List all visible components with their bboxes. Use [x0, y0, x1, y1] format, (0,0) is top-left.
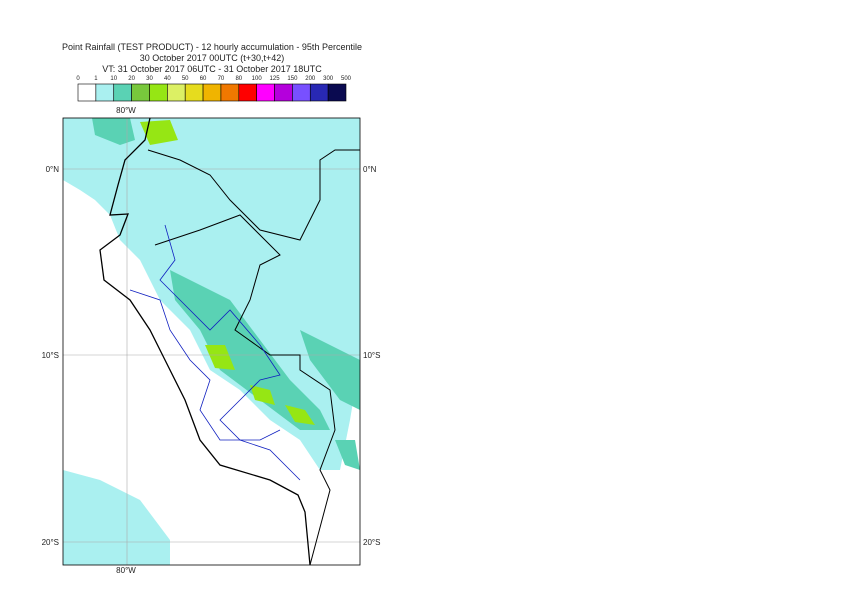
legend-swatch — [131, 83, 150, 102]
legend-level: 100 — [252, 76, 263, 82]
rain-area-heavy — [335, 440, 360, 470]
legend-swatch — [238, 83, 257, 102]
coastline — [99, 117, 311, 566]
legend-swatch — [309, 83, 329, 102]
legend-swatch — [220, 83, 240, 102]
rain-area-intense — [285, 405, 315, 425]
lat-label: 10°S — [42, 351, 59, 360]
region-border — [129, 289, 281, 441]
legend-swatch — [292, 83, 311, 102]
legend-level: 70 — [218, 76, 225, 82]
legend-level: 200 — [305, 76, 316, 82]
border — [147, 149, 360, 241]
legend-level: 80 — [235, 76, 242, 82]
legend-level: 0 — [76, 76, 80, 82]
legend-swatch — [274, 83, 293, 102]
legend-swatch — [256, 83, 275, 102]
rain-area-intense — [205, 345, 235, 370]
legend-swatch — [167, 83, 186, 102]
legend-swatch — [149, 83, 168, 102]
legend-level: 60 — [200, 76, 207, 82]
lat-label: 0°N — [363, 165, 377, 174]
base-time: 30 October 2017 00UTC (t+30,t+42) — [140, 53, 285, 63]
rain-area-sw — [63, 470, 170, 565]
rain-area-heavy — [92, 118, 135, 145]
legend-level: 125 — [270, 76, 281, 82]
lon-label: 80°W — [116, 106, 136, 115]
legend-level: 150 — [287, 76, 298, 82]
legend-swatch — [184, 83, 204, 102]
lat-label: 20°S — [42, 538, 59, 547]
legend: 0 1 10 20 30 40 50 60 70 80 100 125 150 200 300 500 — [76, 76, 352, 102]
legend-level: 40 — [164, 76, 171, 82]
legend-swatch — [327, 83, 347, 102]
rain-area-intense — [140, 120, 178, 145]
map-frame — [62, 117, 361, 566]
border — [154, 214, 336, 566]
lat-label: 20°S — [363, 538, 380, 547]
rain-area-intense — [250, 385, 275, 405]
lat-label: 0°N — [46, 165, 60, 174]
rain-area-heavy — [170, 270, 330, 430]
legend-level: 1 — [94, 76, 98, 82]
legend-level: 300 — [323, 76, 334, 82]
legend-swatch — [77, 83, 97, 102]
legend-swatch — [202, 83, 222, 102]
legend-swatch — [95, 83, 115, 102]
rain-area-heavy — [300, 330, 360, 410]
valid-time: VT: 31 October 2017 06UTC - 31 October 2… — [102, 64, 322, 74]
map: 80°W 80°W 0°N 0°N 10°S 10°S 20°S 20°S — [42, 106, 381, 575]
legend-level: 30 — [146, 76, 153, 82]
legend-level: 10 — [110, 76, 117, 82]
lat-label: 10°S — [363, 351, 380, 360]
lon-label: 80°W — [116, 566, 136, 575]
legend-level: 50 — [182, 76, 189, 82]
legend-swatch — [113, 83, 132, 102]
legend-level: 20 — [128, 76, 135, 82]
region-border — [159, 224, 301, 481]
title: Point Rainfall (TEST PRODUCT) - 12 hourl… — [62, 42, 362, 52]
legend-level: 500 — [341, 76, 352, 82]
